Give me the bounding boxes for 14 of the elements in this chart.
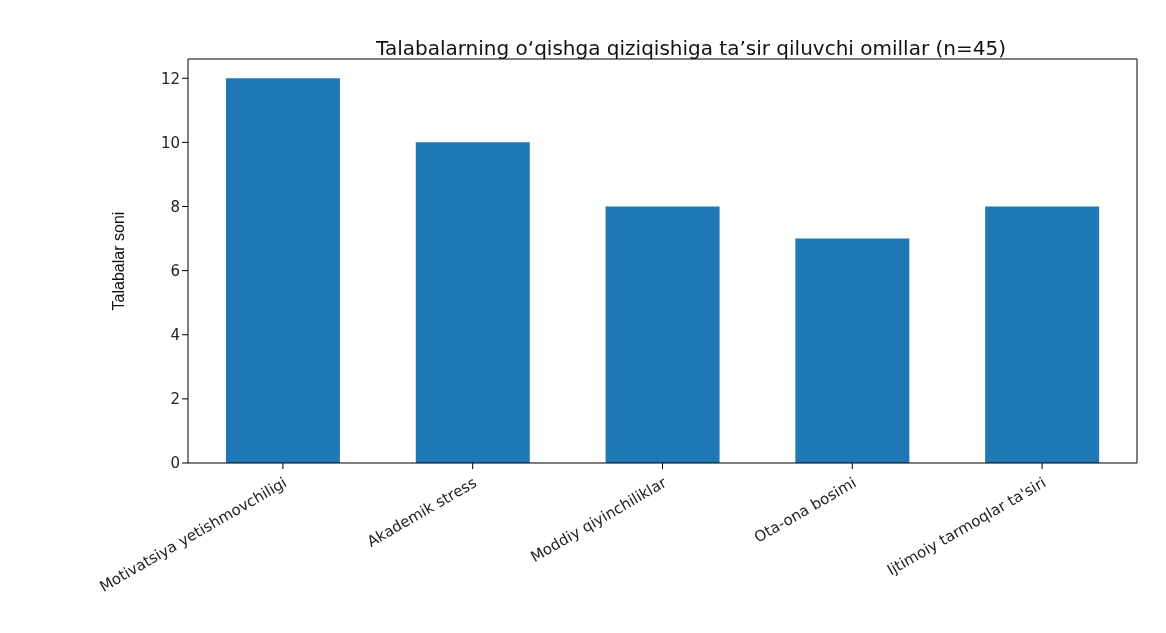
y-tick-label: 0 — [170, 454, 180, 473]
y-tick-label: 8 — [170, 197, 180, 216]
y-tick-label: 12 — [160, 69, 180, 88]
bar — [985, 206, 1100, 463]
bar — [605, 206, 720, 463]
y-axis-title: Talabalar soni — [109, 211, 127, 311]
y-tick-label: 4 — [170, 326, 180, 345]
y-tick-label: 6 — [170, 261, 180, 280]
bar — [225, 78, 340, 463]
chart-title: Talabalarning o‘qishga qiziqishiga ta’sir qiluvchi omillar (n=45) — [375, 36, 1007, 60]
bar — [795, 238, 910, 463]
y-tick-label: 10 — [160, 133, 180, 152]
bar — [415, 142, 530, 463]
y-tick-label: 2 — [170, 390, 180, 409]
